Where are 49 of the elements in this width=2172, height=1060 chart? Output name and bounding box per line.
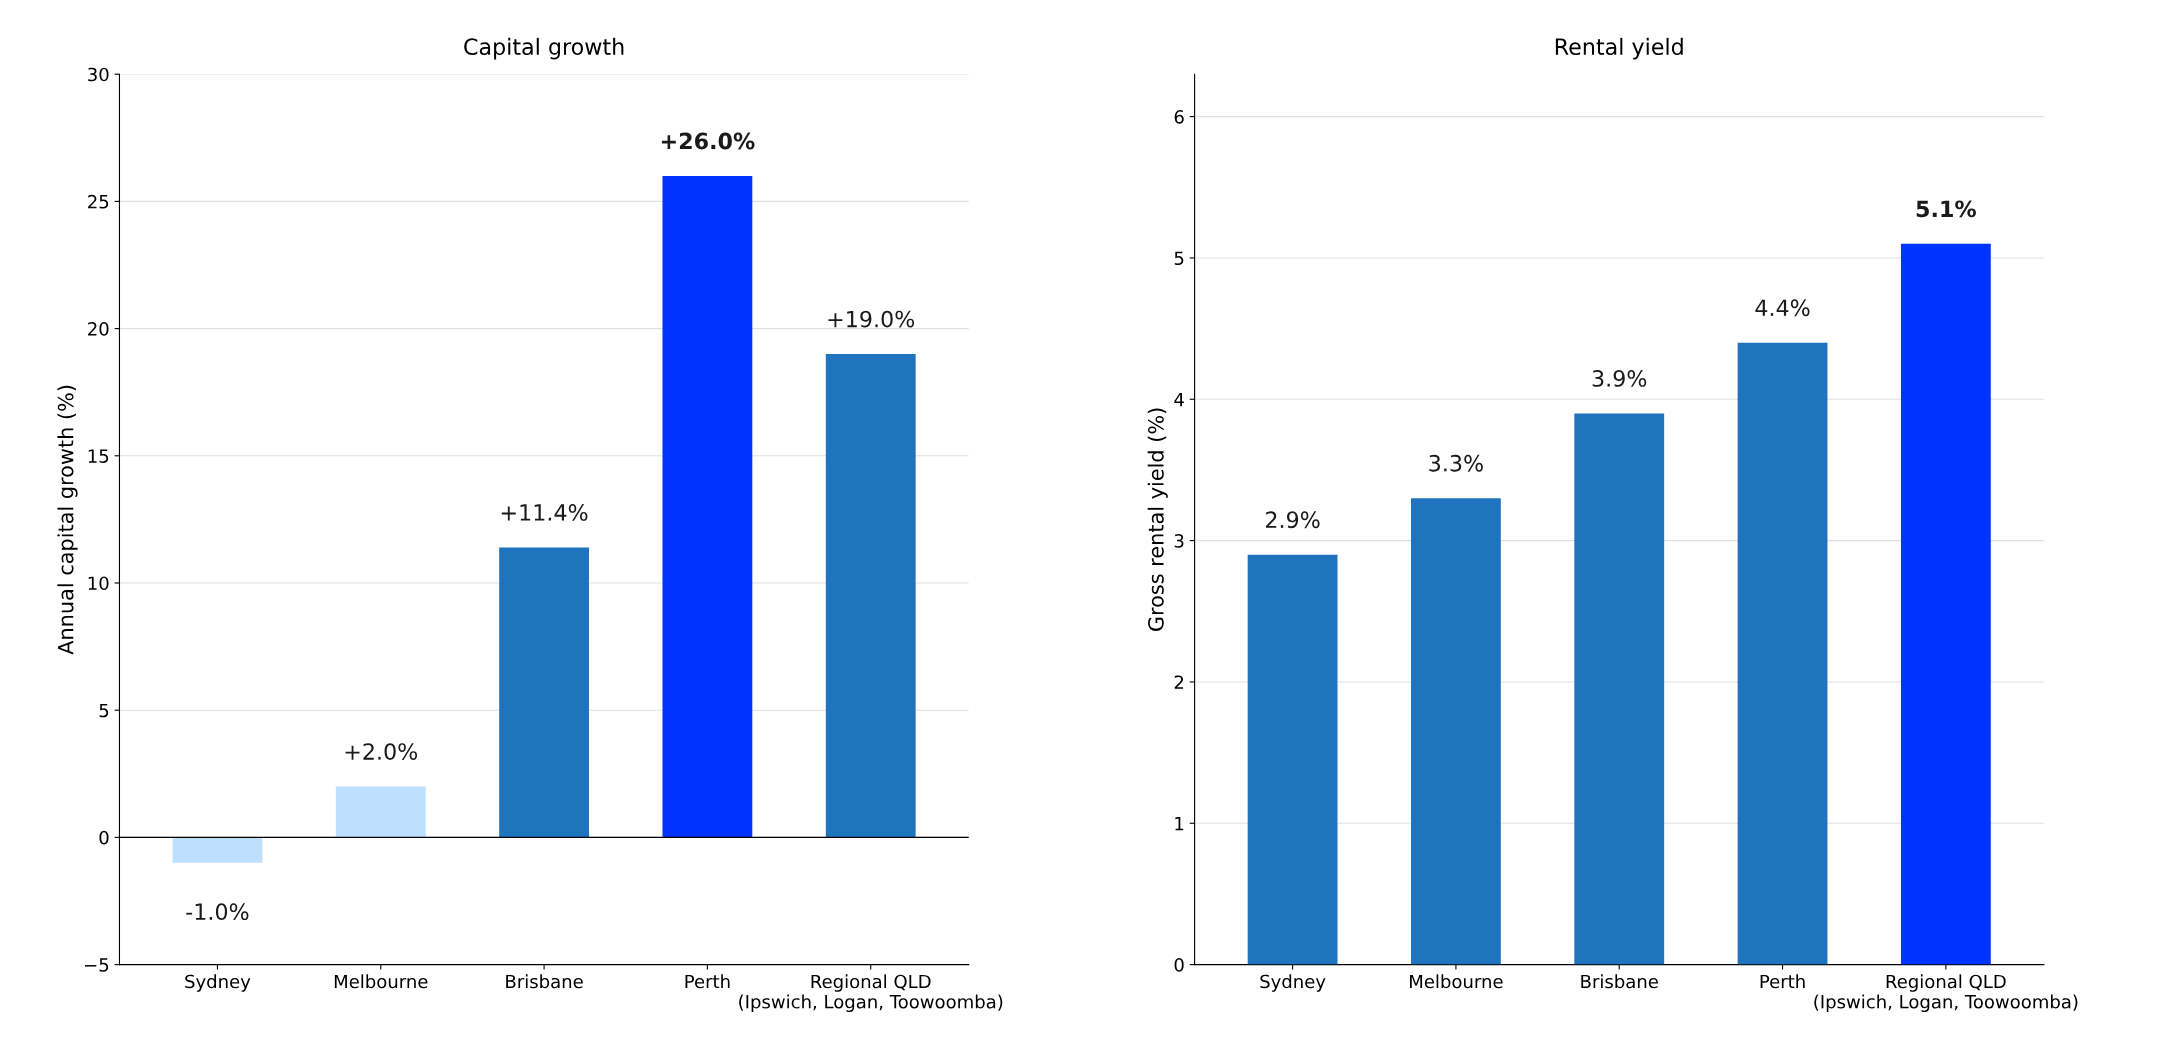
x-tick-label: Perth <box>1760 974 1805 989</box>
data-label: +19.0% <box>828 310 915 328</box>
y-tick-label: 6 <box>1174 110 1184 124</box>
bar <box>662 175 753 838</box>
data-label: +2.0% <box>345 743 418 760</box>
data-label: 3.9% <box>1592 370 1647 387</box>
data-label: 4.4% <box>1755 299 1810 317</box>
data-label: 2.9% <box>1265 511 1320 529</box>
x-tick-label: Perth <box>685 974 730 989</box>
y-axis-title: Annual capital growth (%) <box>57 385 78 655</box>
bar <box>1247 554 1338 965</box>
chart-title: Rental yield <box>1555 37 1683 60</box>
y-tick-label: 2 <box>1174 675 1184 689</box>
data-label: 3.3% <box>1429 454 1483 472</box>
bar <box>172 837 263 863</box>
y-tick-label: 0 <box>1174 958 1184 972</box>
data-label: +11.4% <box>501 504 588 521</box>
bar <box>335 786 426 838</box>
bar <box>825 354 916 838</box>
x-tick-label: Sydney <box>1260 974 1326 992</box>
x-tick-label: Regional QLD (Ipswich, Logan, Toowoomba) <box>739 974 1003 1013</box>
bar <box>1411 498 1501 965</box>
y-tick-label: 15 <box>88 449 109 463</box>
x-tick-label: Brisbane <box>506 974 583 989</box>
y-tick-label: 4 <box>1174 392 1184 407</box>
data-label: +26.0% <box>661 132 755 150</box>
y-tick-label: 5 <box>1174 251 1184 266</box>
y-tick-label: 25 <box>88 194 109 209</box>
y-tick-label: 5 <box>99 703 109 718</box>
x-tick-label: Melbourne <box>1410 974 1503 989</box>
bar <box>499 547 589 838</box>
bar <box>1900 243 1991 965</box>
y-tick-label: 10 <box>88 576 109 591</box>
data-label: -1.0% <box>186 903 249 921</box>
y-tick-label: 1 <box>1175 816 1184 831</box>
y-tick-label: 20 <box>88 322 109 336</box>
y-tick-label: 30 <box>88 67 109 82</box>
x-tick-label: Sydney <box>185 974 251 992</box>
y-tick-label: −5 <box>85 958 109 972</box>
y-axis-title: Gross rental yield (%) <box>1147 408 1168 631</box>
y-tick-label: 3 <box>1174 534 1184 548</box>
chart-title: Capital growth <box>464 37 624 60</box>
y-tick-label: 0 <box>99 830 109 845</box>
x-tick-label: Regional QLD (Ipswich, Logan, Toowoomba) <box>1814 974 2078 1013</box>
x-tick-label: Melbourne <box>334 974 428 989</box>
data-label: 5.1% <box>1916 200 1976 218</box>
bar <box>1574 413 1665 965</box>
bar <box>1737 342 1828 965</box>
x-tick-label: Brisbane <box>1581 974 1658 989</box>
